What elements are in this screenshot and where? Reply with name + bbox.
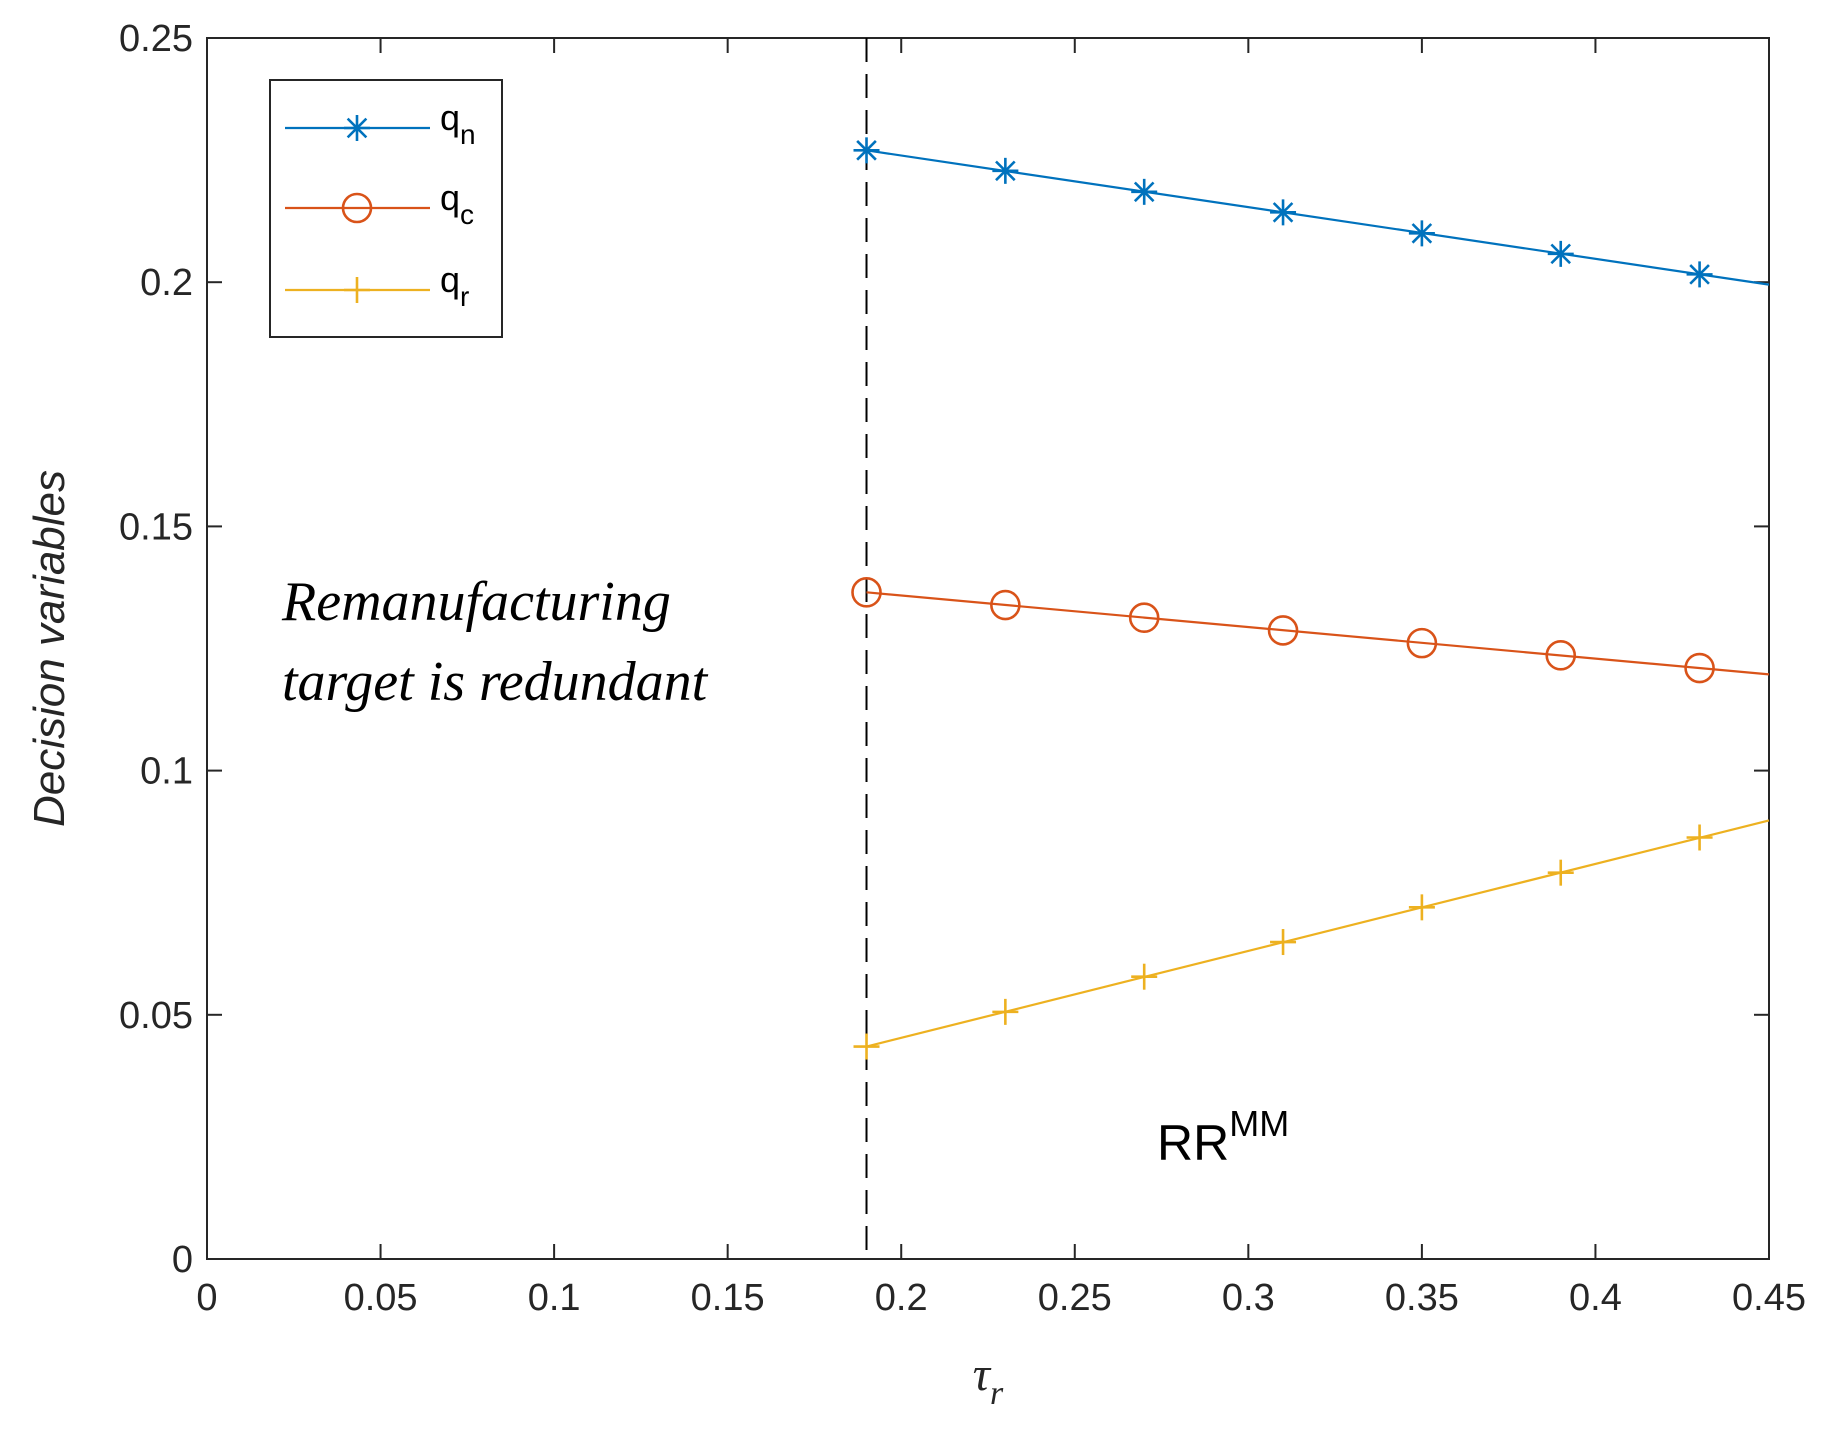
x-axis-ticks: 0 0.05 0.1 0.15 0.2 0.25 0.3 0.35 0.4 0.45: [196, 38, 1806, 1319]
data-point-plus: [1270, 929, 1297, 956]
data-point-circle: [1684, 652, 1715, 684]
y-axis-ticks: 0 0.05 0.1 0.15 0.2 0.25: [119, 18, 1769, 1281]
data-point-asterisk: [853, 137, 880, 164]
data-point-circle: [1267, 615, 1299, 646]
plot-area: [206, 37, 1770, 1260]
legend-label: qc: [440, 177, 474, 230]
x-tick-label: 0.2: [875, 1277, 928, 1319]
data-point-circle: [1406, 627, 1438, 659]
x-tick-label: 0.25: [1038, 1277, 1112, 1319]
series-qn: [853, 137, 1770, 288]
data-point-plus: [853, 1033, 880, 1060]
annotation-region-main: RR: [1157, 1115, 1229, 1171]
x-axis-title-main: τ: [973, 1348, 992, 1401]
data-point-asterisk: [1547, 240, 1574, 267]
data-point-plus: [1686, 824, 1713, 851]
legend-label: qn: [440, 97, 476, 150]
data-point-asterisk: [344, 115, 370, 141]
x-tick-label: 0.4: [1569, 1277, 1622, 1319]
data-point-plus: [992, 998, 1019, 1025]
y-tick-label: 0.25: [119, 18, 193, 60]
data-point-asterisk: [992, 157, 1019, 184]
series-qr: [853, 819, 1770, 1060]
y-tick-label: 0.05: [119, 995, 193, 1037]
data-point-asterisk: [1270, 199, 1297, 226]
series-line-qr: [866, 819, 1770, 1048]
y-axis-title: Decision variables: [25, 470, 74, 827]
data-point-circle: [1128, 602, 1160, 634]
x-tick-label: 0.1: [528, 1277, 581, 1319]
data-point-plus: [1408, 894, 1435, 921]
annotation-region-superscript: MM: [1229, 1103, 1289, 1144]
x-axis-title: τr: [973, 1348, 1004, 1412]
y-tick-label: 0.15: [119, 506, 193, 548]
data-point-circle: [1545, 640, 1577, 671]
series-layer: [851, 137, 1770, 1060]
series-line-qc: [866, 591, 1770, 676]
data-point-asterisk: [1131, 178, 1158, 205]
y-tick-label: 0: [172, 1239, 193, 1281]
legend-item-qn: qn: [285, 97, 476, 150]
y-tick-label: 0.1: [140, 751, 193, 793]
legend-label-main: q: [440, 97, 460, 138]
legend-label-subscript: n: [460, 119, 476, 150]
annotation-redundant-line2: target is redundant: [282, 651, 709, 713]
x-tick-label: 0.3: [1222, 1277, 1275, 1319]
legend-label-subscript: c: [460, 199, 474, 230]
annotation-region-label: RRMM: [1157, 1103, 1289, 1171]
legend-item-qc: qc: [285, 177, 474, 230]
x-tick-label: 0.45: [1732, 1277, 1806, 1319]
data-point-plus: [1131, 963, 1158, 990]
legend-label-main: q: [440, 177, 460, 218]
legend-item-qr: qr: [285, 259, 469, 312]
data-point-asterisk: [1686, 261, 1713, 288]
y-tick-label: 0.2: [140, 262, 193, 304]
data-point-plus: [1547, 859, 1574, 886]
data-point-asterisk: [1408, 220, 1435, 247]
x-tick-label: 0.15: [691, 1277, 765, 1319]
x-tick-label: 0.05: [344, 1277, 418, 1319]
x-tick-label: 0: [196, 1277, 217, 1319]
data-point-circle: [990, 589, 1021, 621]
data-point-circle: [851, 577, 882, 608]
data-point-circle: [341, 192, 373, 224]
series-line-qn: [866, 149, 1770, 286]
legend-label-main: q: [440, 259, 460, 300]
legend-label-subscript: r: [460, 281, 469, 312]
legend-label: qr: [440, 259, 469, 312]
series-qc: [851, 577, 1770, 684]
x-tick-label: 0.35: [1385, 1277, 1459, 1319]
annotation-redundant-line1: Remanufacturing: [281, 571, 671, 633]
data-point-plus: [344, 277, 370, 303]
x-axis-title-subscript: r: [990, 1375, 1004, 1412]
